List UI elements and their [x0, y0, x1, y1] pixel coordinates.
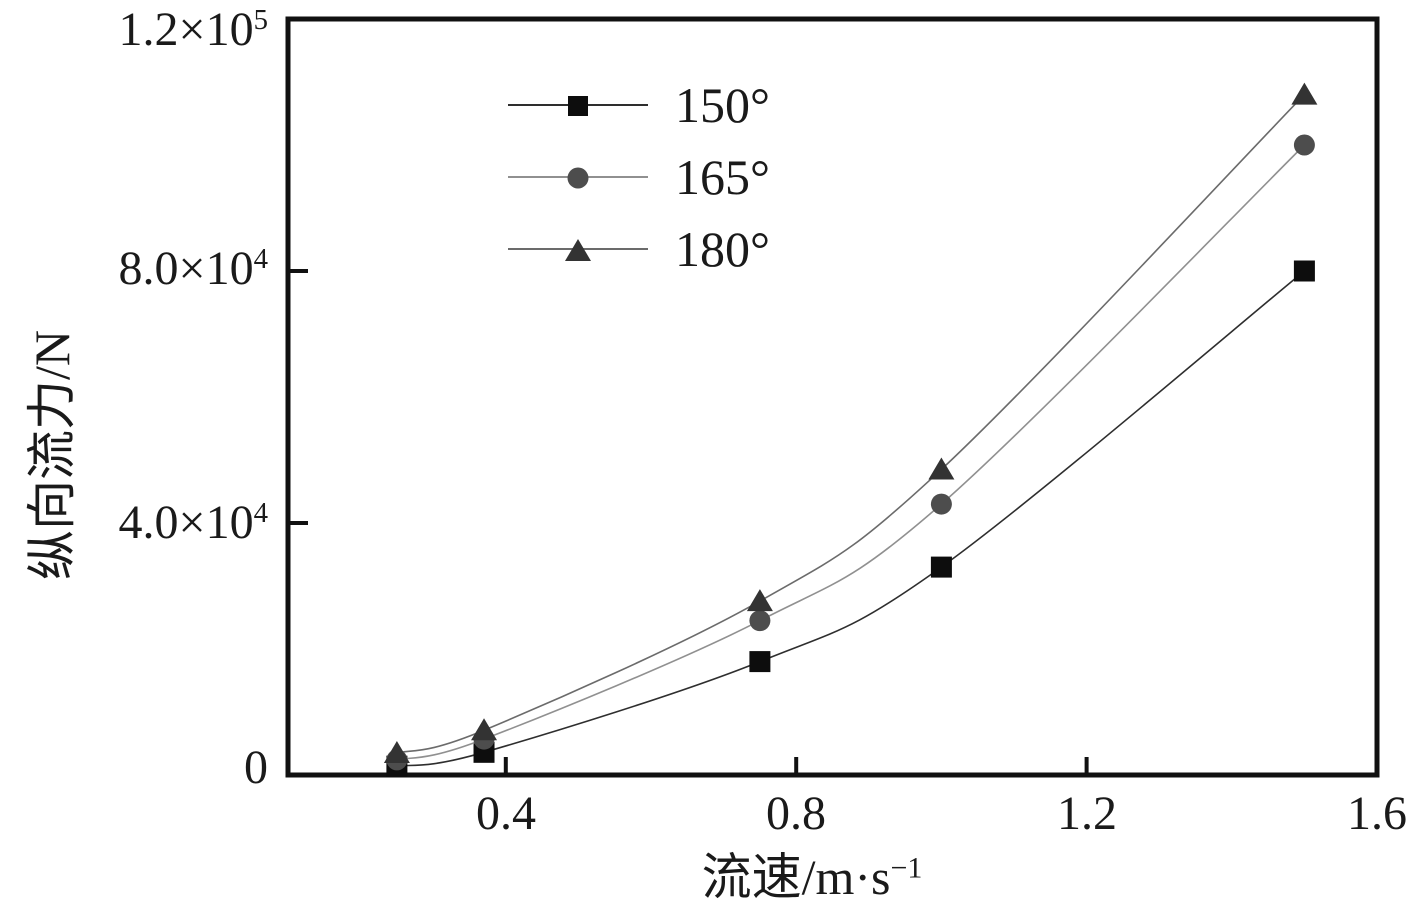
plot-frame	[285, 16, 1380, 778]
data-point-circle-165°	[1293, 134, 1315, 156]
data-point-square-150°	[930, 556, 952, 578]
data-point-circle-165°	[749, 610, 771, 632]
x-tick-label-0.8: 0.8	[766, 787, 826, 840]
data-point-triangle-180°	[471, 718, 498, 741]
circle-marker-icon	[567, 167, 589, 189]
data-point-circle-165°	[930, 493, 952, 515]
legend-row-150: 150°	[508, 80, 770, 130]
legend: 150° 165° 180°	[508, 80, 770, 296]
triangle-marker-icon	[565, 239, 591, 261]
legend-line-sample	[508, 167, 648, 189]
data-point-square-150°	[749, 651, 771, 673]
legend-label: 180°	[675, 221, 770, 277]
square-marker-icon	[568, 96, 588, 116]
data-point-triangle-180°	[928, 457, 955, 480]
y-tick-label-0: 0	[244, 741, 268, 794]
data-point-triangle-180°	[383, 740, 410, 763]
series-line-150°	[396, 270, 1305, 767]
data-point-triangle-180°	[1291, 82, 1318, 105]
x-tick-label-1.2: 1.2	[1057, 787, 1117, 840]
x-axis-title: 流速/m·s−1	[701, 849, 923, 905]
legend-row-180: 180°	[508, 224, 770, 274]
data-point-triangle-180°	[746, 589, 773, 612]
y-tick-label-8e4: 8.0×104	[118, 242, 268, 295]
y-tick-label-4e4: 4.0×104	[118, 496, 268, 549]
legend-label: 150°	[675, 77, 770, 133]
y-axis-title: 纵向流力/N	[24, 330, 80, 580]
legend-line-sample	[508, 96, 648, 116]
legend-label: 165°	[675, 149, 770, 205]
legend-row-165: 165°	[508, 152, 770, 202]
legend-line-sample	[508, 239, 648, 261]
x-tick-label-0.4: 0.4	[476, 787, 536, 840]
data-point-square-150°	[1293, 260, 1315, 282]
y-tick-label-1.2e5: 1.2×105	[118, 3, 268, 56]
x-tick-label-1.6: 1.6	[1347, 787, 1407, 840]
